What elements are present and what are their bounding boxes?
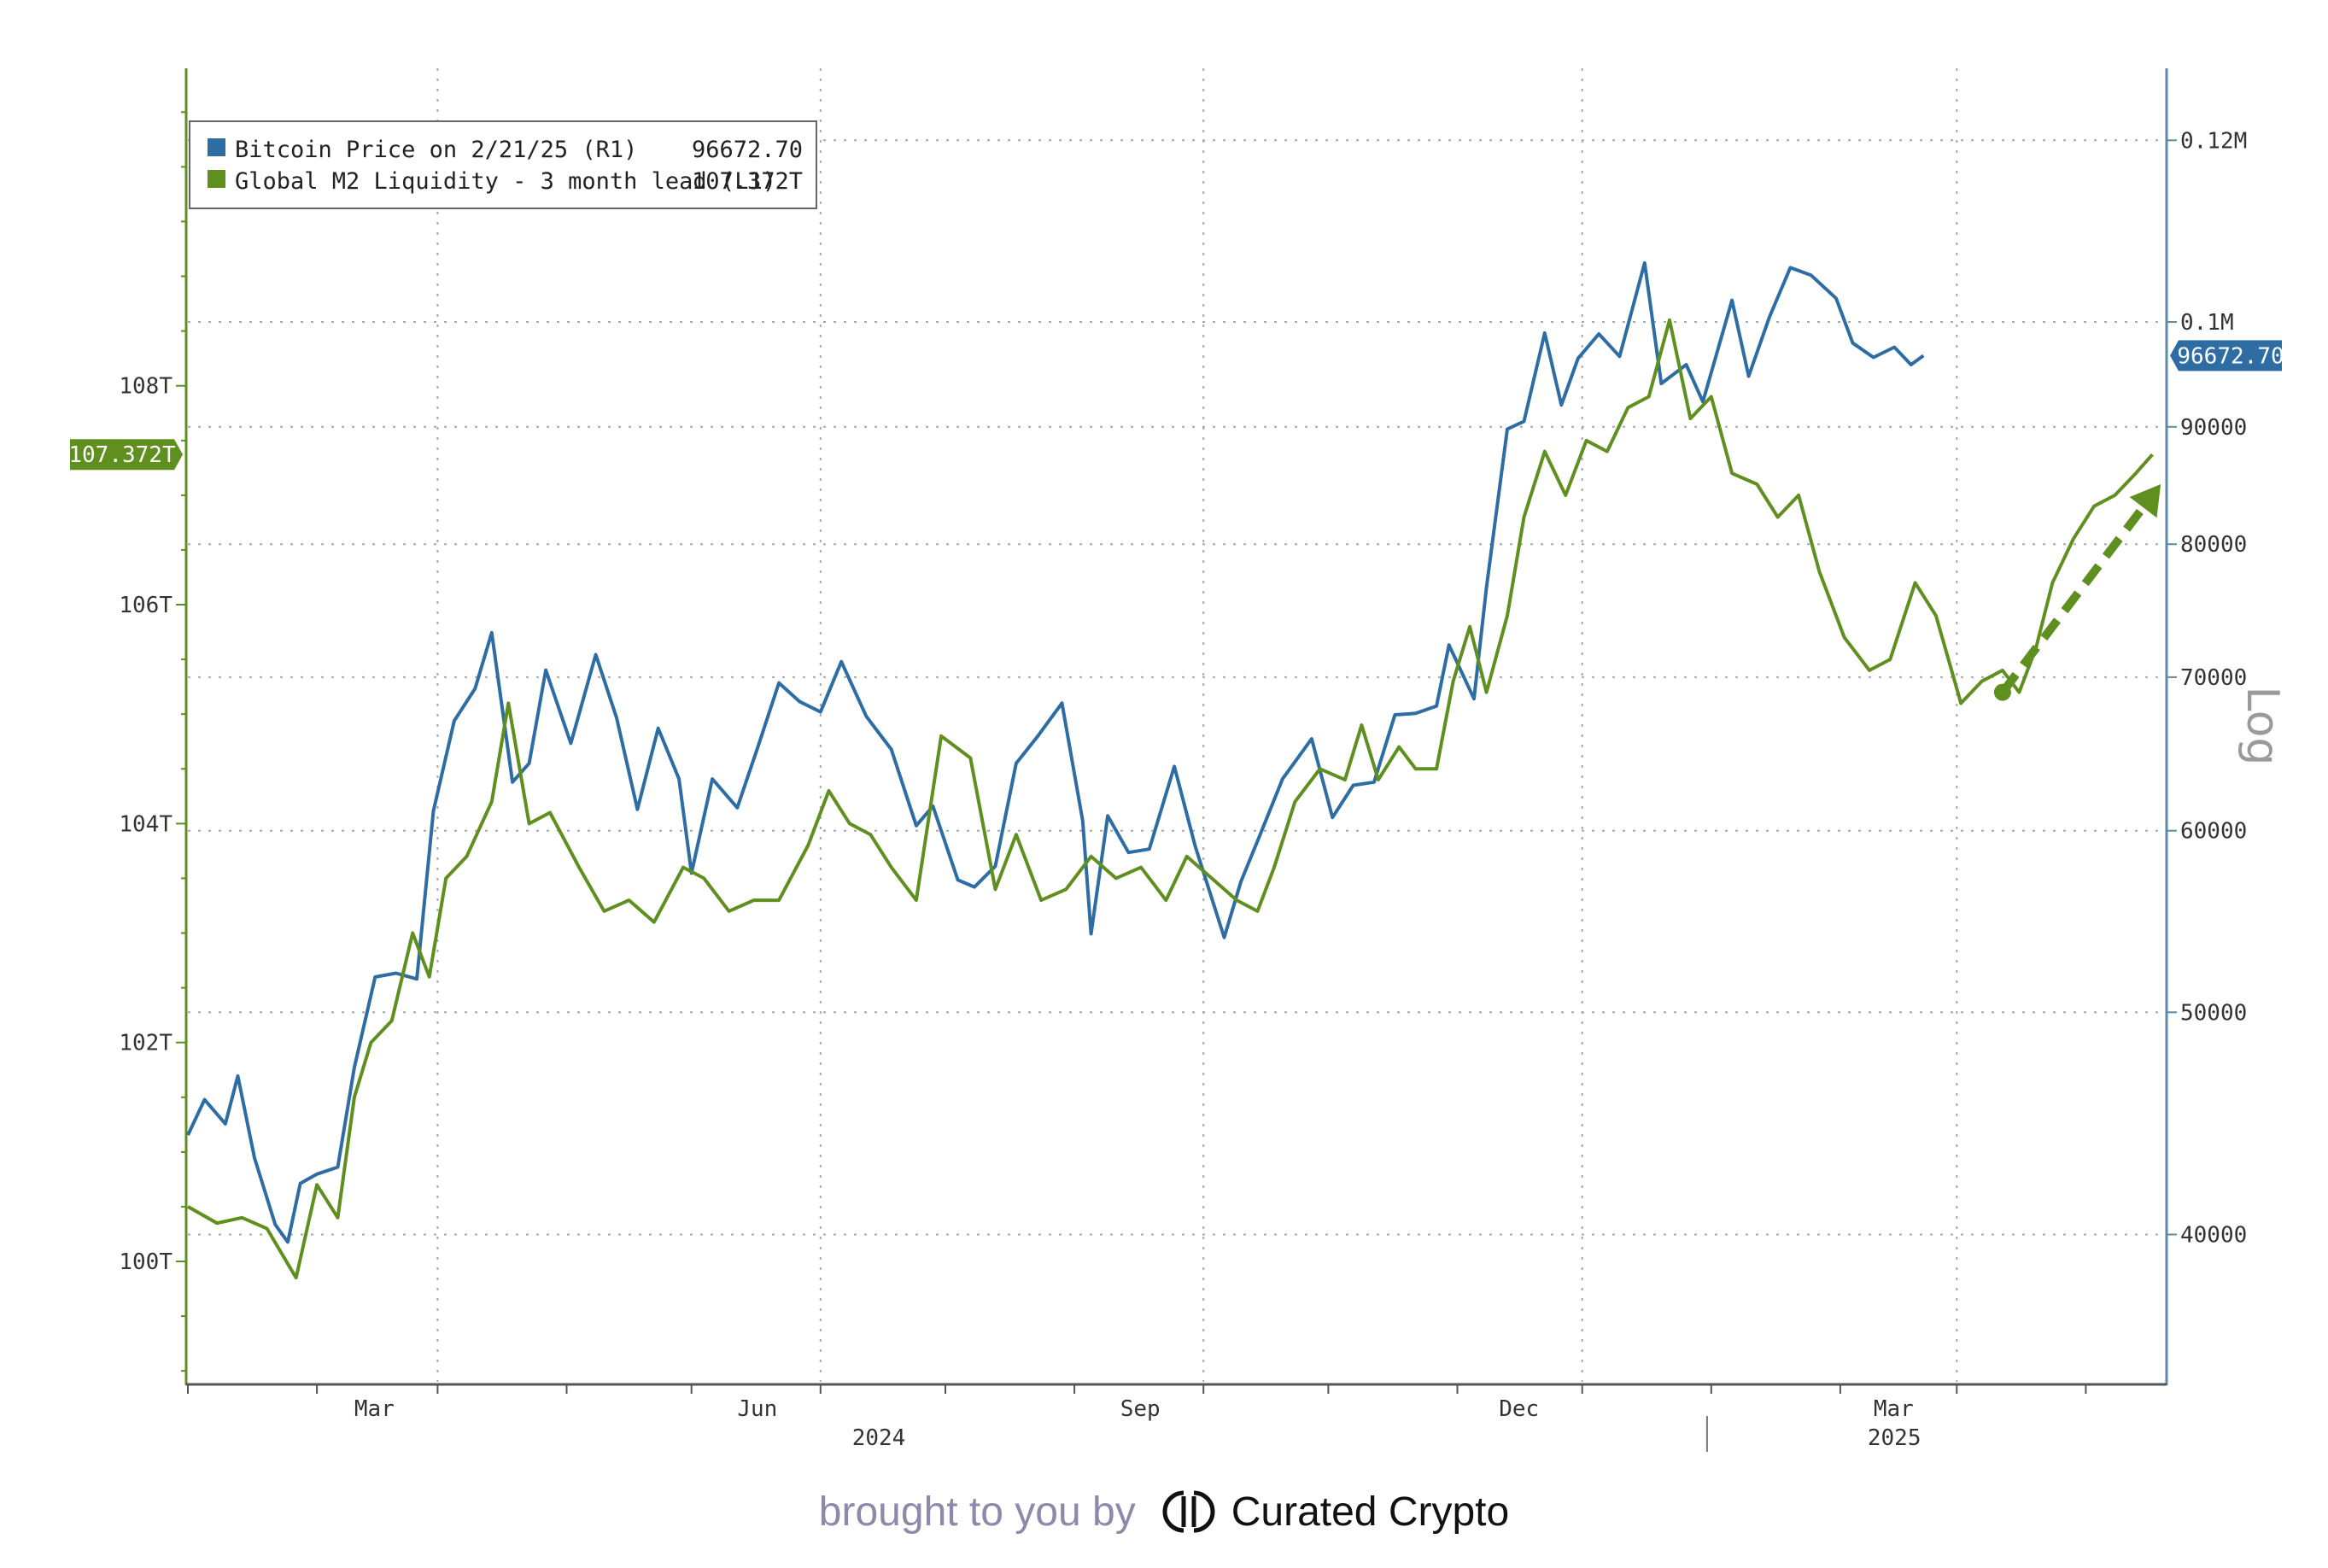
right-axis-log-label: Log [2237,687,2288,766]
trend-arrow-shaft [1998,505,2147,695]
x-year-label: 2025 [1868,1425,1921,1451]
series-line-m2 [187,318,2154,1280]
legend-label-btc: Bitcoin Price on 2/21/25 (R1) [235,137,637,163]
curated-crypto-logo-icon [1162,1490,1215,1533]
x-month-label: Dec [1499,1396,1539,1422]
left-tick-label: 106T [119,593,173,618]
brand: Curated Crypto [1158,1488,1509,1536]
x-month-label: Jun [737,1396,777,1422]
legend-swatch-btc [208,138,225,156]
x-year-label: 2024 [852,1425,906,1451]
trend-arrow-head [2129,484,2161,518]
right-tick-label: 90000 [2180,415,2247,441]
right-last-value-tag [2170,340,2282,372]
footer-prefix: brought to you by [818,1489,1136,1535]
right-tick-label: 40000 [2180,1223,2247,1249]
series-line-bitcoin [186,260,1925,1244]
legend-swatch-m2 [208,170,225,188]
right-tick-label: 60000 [2180,819,2247,845]
footer: brought to you by Curated Crypto [0,1482,2328,1542]
right-tick-label: 50000 [2180,1000,2247,1026]
right-tick-label: 0.12M [2180,128,2247,154]
x-month-label: Mar [1874,1396,1914,1422]
left-tick-label: 108T [119,374,173,400]
right-tick-label: 70000 [2180,665,2247,691]
legend: Bitcoin Price on 2/21/25 (R1) 96672.70 G… [189,120,817,209]
axes: 100T 102T 104T 106T 108T 40000 50000 60000 70000… [68,68,2284,1452]
right-tick-label: 0.1M [2180,310,2234,336]
legend-box [189,120,817,209]
x-month-label: Mar [354,1396,395,1422]
left-last-value-label: 107.372T [68,442,176,468]
left-tick-label: 102T [119,1031,173,1056]
series-layer [186,260,2154,1280]
left-tick-label: 100T [119,1249,173,1275]
brand-name: Curated Crypto [1231,1489,1510,1535]
left-last-value-tag [70,439,183,471]
left-tick-label: 104T [119,811,173,837]
trend-arrow-start-dot [1993,683,2011,701]
right-tick-label: 80000 [2180,532,2247,558]
right-last-value-label: 96672.70 [2177,343,2284,369]
legend-value-m2: 107.372T [692,168,803,195]
x-month-label: Sep [1120,1396,1161,1422]
chart: 100T 102T 104T 106T 108T 40000 50000 60000 70000… [68,68,2288,1452]
trend-annotation [1993,484,2161,701]
legend-label-m2: Global M2 Liquidity - 3 month lead (L1) [235,168,776,195]
grid [188,68,2165,1382]
legend-value-btc: 96672.70 [692,137,803,163]
